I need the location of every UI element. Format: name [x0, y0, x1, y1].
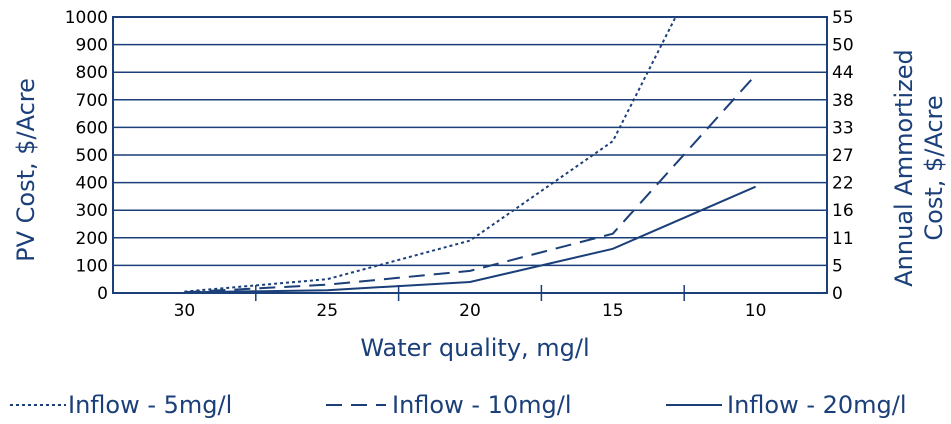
- x-axis-ticks: 30 25 20 15 10: [174, 285, 767, 321]
- y-tick-label: 600: [76, 118, 108, 138]
- y-tick-label: 0: [97, 284, 108, 304]
- legend-label-inflow-5: Inflow - 5mg/l: [68, 391, 232, 419]
- series-line-inflow-10mg-l: [184, 74, 757, 294]
- y2-tick-label: 22: [832, 174, 854, 194]
- y2-tick-label: 5: [832, 256, 843, 276]
- x-axis-title: Water quality, mg/l: [360, 334, 589, 362]
- gridlines: [113, 43, 827, 267]
- y2-tick-label: 0: [832, 284, 843, 304]
- series-line-inflow-5mg-l: [184, 16, 677, 293]
- plot-frame: [112, 16, 828, 294]
- y-tick-label: 200: [76, 229, 108, 249]
- y2-tick-label: 44: [832, 63, 854, 83]
- legend-label-inflow-10: Inflow - 10mg/l: [392, 391, 572, 419]
- legend-label-inflow-20: Inflow - 20mg/l: [727, 391, 907, 419]
- x-tick-label: 30: [174, 301, 196, 321]
- y2-axis-title-line2: Cost, $/Acre: [920, 95, 948, 240]
- y2-tick-label: 38: [832, 91, 854, 111]
- y-tick-label: 300: [76, 201, 108, 221]
- series-lines: [184, 16, 757, 294]
- y-tick-label: 400: [76, 174, 108, 194]
- y2-tick-label: 11: [832, 229, 854, 249]
- y2-axis-title-line1: Annual Ammortized: [890, 49, 918, 286]
- y-axis-ticks: 0 100 200 300 400 500 600 700 800 900 1000: [65, 8, 108, 304]
- y-tick-label: 700: [76, 91, 108, 111]
- y-tick-label: 500: [76, 146, 108, 166]
- y-tick-label: 900: [76, 36, 108, 56]
- x-tick-label: 25: [316, 301, 338, 321]
- x-tick-label: 15: [602, 301, 624, 321]
- series-line-inflow-20mg-l: [184, 185, 756, 294]
- y2-axis-ticks: 0 5 11 16 22 27 33 38 44 50 55: [832, 8, 854, 304]
- y2-tick-label: 55: [832, 8, 854, 28]
- y-tick-label: 100: [76, 256, 108, 276]
- y2-tick-label: 50: [832, 36, 854, 56]
- y-tick-label: 800: [76, 63, 108, 83]
- x-tick-label: 10: [745, 301, 767, 321]
- x-tick-label: 20: [459, 301, 481, 321]
- y2-tick-label: 16: [832, 201, 854, 221]
- y2-tick-label: 33: [832, 118, 854, 138]
- legend: Inflow - 5mg/l Inflow - 10mg/l Inflow - …: [10, 391, 907, 419]
- y-tick-label: 1000: [65, 8, 108, 28]
- y-axis-title: PV Cost, $/Acre: [12, 78, 40, 262]
- y2-tick-label: 27: [832, 146, 854, 166]
